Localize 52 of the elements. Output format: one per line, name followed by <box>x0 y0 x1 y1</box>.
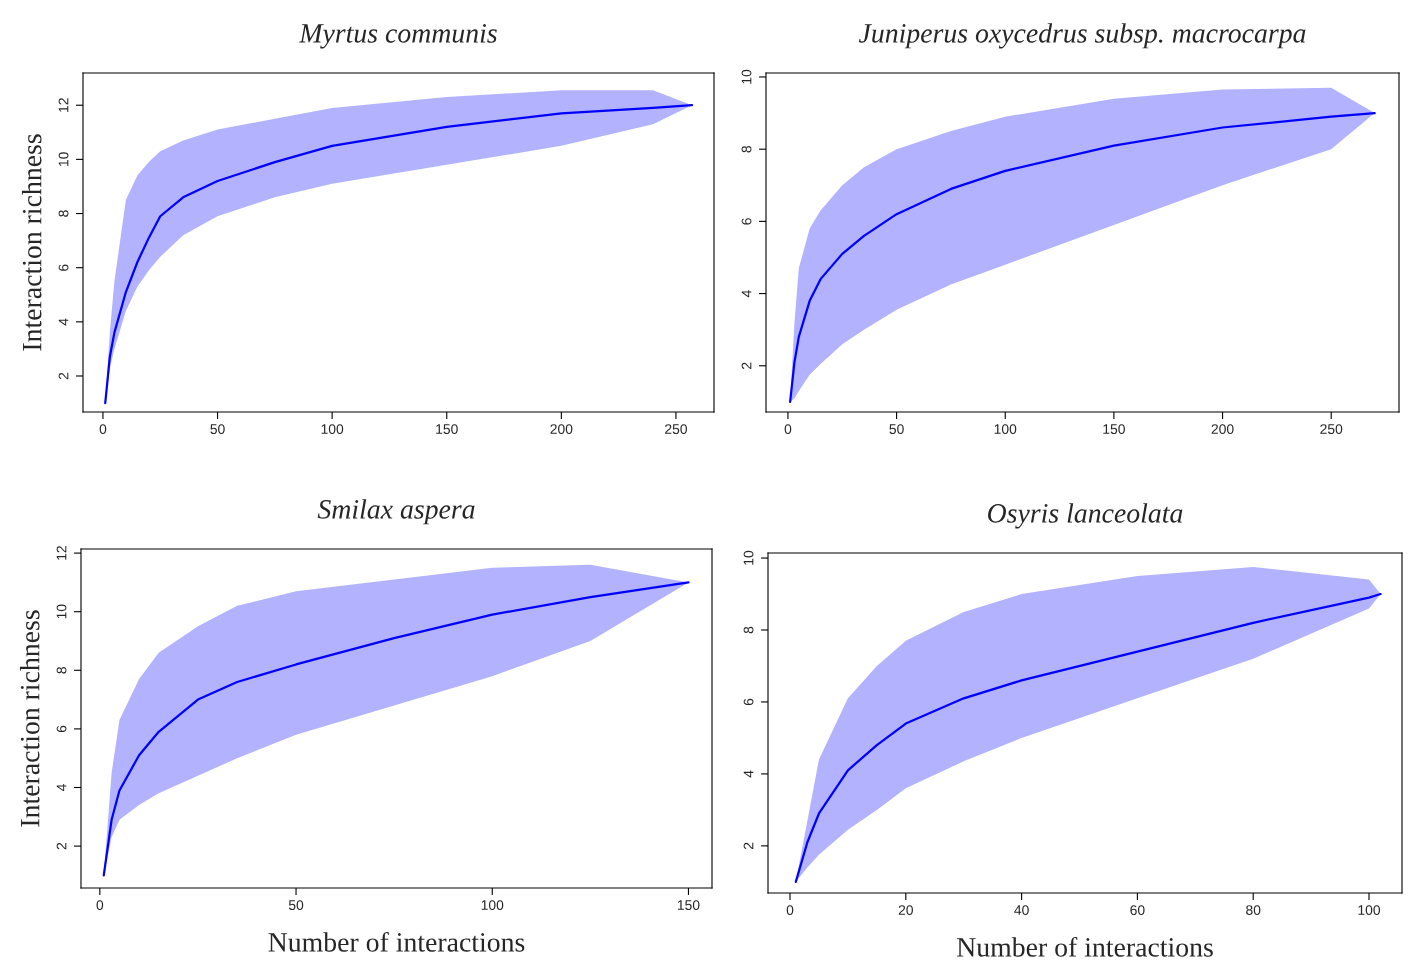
y-tick-label: 2 <box>56 842 67 850</box>
y-tick-label: 10 <box>743 550 754 565</box>
x-tick-label: 100 <box>321 424 344 435</box>
y-tick-label: 2 <box>58 372 69 380</box>
chart-title: Juniperus oxycedrus subsp. macrocarpa <box>858 23 1306 49</box>
x-tick-label: 0 <box>786 905 794 916</box>
x-tick-label: 0 <box>99 424 107 435</box>
y-tick-label: 6 <box>741 218 752 225</box>
y-tick-label: 12 <box>58 98 69 112</box>
y-tick-label: 6 <box>56 725 67 733</box>
x-tick-label: 150 <box>436 424 458 435</box>
x-tick-label: 250 <box>1320 424 1343 435</box>
x-tick-label: 250 <box>665 424 687 435</box>
y-tick-label: 8 <box>741 145 752 153</box>
y-tick-label: 10 <box>58 152 69 167</box>
y-tick-label: 12 <box>56 546 67 560</box>
x-tick-label: 200 <box>1211 424 1234 435</box>
x-axis-title: Number of interactions <box>268 931 525 952</box>
x-tick-label: 100 <box>1358 905 1381 916</box>
x-tick-label: 0 <box>96 900 104 911</box>
y-tick-label: 4 <box>741 290 752 298</box>
x-tick-label: 100 <box>994 424 1017 435</box>
y-tick-label: 4 <box>743 770 754 778</box>
chart-title: Smilax aspera <box>317 499 475 525</box>
x-axis-title: Number of interactions <box>956 936 1213 957</box>
y-tick-label: 6 <box>743 698 754 706</box>
y-tick-label: 2 <box>743 842 754 850</box>
x-tick-label: 50 <box>889 424 904 435</box>
x-tick-label: 100 <box>481 900 504 911</box>
y-tick-label: 2 <box>741 362 752 369</box>
y-tick-label: 8 <box>56 667 67 674</box>
chart-title: Myrtus communis <box>299 24 497 49</box>
x-tick-label: 50 <box>288 900 304 911</box>
x-tick-label: 50 <box>210 424 225 435</box>
x-tick-label: 80 <box>1246 905 1261 916</box>
y-tick-label: 8 <box>743 626 754 634</box>
y-tick-label: 10 <box>56 604 67 619</box>
x-tick-label: 40 <box>1014 905 1029 916</box>
x-tick-label: 0 <box>784 424 792 435</box>
y-tick-label: 6 <box>58 264 69 271</box>
y-tick-label: 10 <box>741 69 752 84</box>
x-tick-label: 200 <box>550 424 573 435</box>
x-tick-label: 150 <box>677 900 700 911</box>
y-axis-title: Interaction richness <box>21 134 42 351</box>
y-tick-label: 4 <box>56 784 67 792</box>
chart-title: Osyris lanceolata <box>988 503 1183 529</box>
y-axis-title: Interaction richness <box>19 610 40 827</box>
x-tick-label: 20 <box>898 905 913 916</box>
y-tick-label: 4 <box>58 318 69 326</box>
x-tick-label: 60 <box>1130 905 1145 916</box>
x-tick-label: 150 <box>1103 424 1125 435</box>
y-tick-label: 8 <box>58 210 69 217</box>
